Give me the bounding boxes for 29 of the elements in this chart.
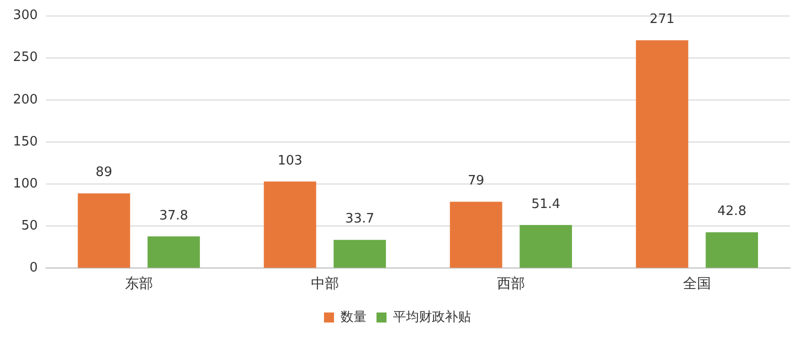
legend-label: 平均财政补贴 (393, 310, 471, 325)
data-label: 37.8 (159, 208, 188, 224)
y-tick-label: 100 (12, 176, 38, 192)
data-label: 79 (468, 174, 484, 189)
data-label: 271 (650, 12, 675, 28)
y-tick-label: 200 (12, 92, 38, 108)
y-tick-label: 0 (30, 260, 38, 276)
bar (78, 193, 130, 268)
x-tick-label: 全国 (682, 276, 711, 292)
bar (450, 202, 502, 268)
bar (334, 240, 386, 268)
data-label: 103 (278, 153, 302, 168)
bar (148, 236, 200, 268)
bar (264, 182, 316, 268)
y-tick-label: 50 (21, 218, 38, 234)
bar (520, 224, 572, 268)
data-label: 89 (96, 165, 112, 180)
bar (636, 40, 688, 268)
data-label: 42.8 (717, 204, 746, 220)
x-tick-label: 东部 (124, 276, 153, 292)
bar (706, 232, 758, 268)
x-tick-label: 西部 (496, 276, 525, 292)
y-tick-label: 250 (12, 50, 38, 66)
x-tick-label: 中部 (310, 276, 339, 292)
data-label: 33.7 (345, 212, 374, 227)
data-label: 51.4 (531, 196, 560, 212)
y-tick-label: 150 (12, 134, 38, 150)
y-tick-label: 300 (12, 8, 38, 24)
legend-label: 数量 (340, 310, 366, 325)
